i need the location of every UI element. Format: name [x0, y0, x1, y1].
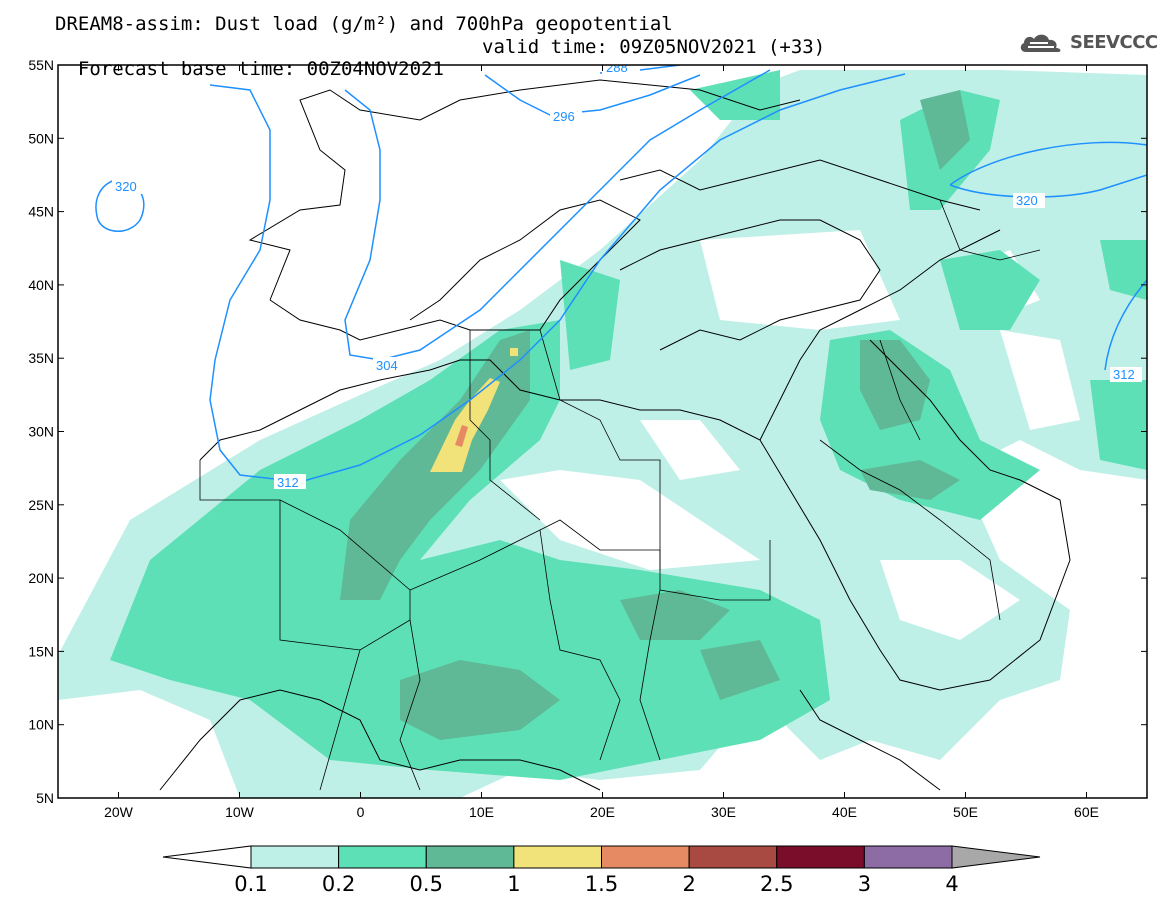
colorbar-segment: [162, 845, 252, 869]
chart-subtitle: Forecast base time: 00Z04NOV2021 valid t…: [55, 36, 825, 102]
lon-tick-label: 40E: [832, 804, 857, 820]
lat-tick-label: 20N: [28, 570, 54, 586]
colorbar-segment: [863, 845, 953, 869]
colorbar-label: 1: [507, 872, 521, 896]
colorbar-segment: [513, 845, 602, 869]
longitude-labels: 20W 10W 0 10E 20E 30E 40E 50E 60E: [104, 804, 1099, 820]
axis-ticks: [58, 64, 1147, 799]
colorbar-segment: [250, 845, 340, 869]
colorbar-label: 2.5: [760, 872, 794, 896]
country-borders: [199, 199, 1041, 791]
lat-tick-label: 40N: [28, 277, 54, 293]
colorbar-segment: [688, 845, 778, 869]
lon-tick-label: 10E: [469, 804, 494, 820]
colorbar-segment: [776, 845, 865, 869]
colorbar-label: 0.2: [321, 872, 356, 896]
seevccc-logo: SEEVCCC: [1018, 30, 1158, 56]
colorbar-segment: [601, 845, 690, 869]
colorbar-segment: [338, 845, 427, 869]
forecast-base-time: Forecast base time: 00Z04NOV2021: [77, 58, 444, 80]
contour-label: 312: [1113, 367, 1135, 382]
lat-tick-label: 5N: [36, 790, 54, 806]
lon-tick-label: 30E: [711, 804, 736, 820]
lat-tick-label: 50N: [28, 130, 54, 146]
lon-tick-label: 20E: [590, 804, 615, 820]
logo-text: SEEVCCC: [1070, 32, 1158, 53]
dust-shading-orange: [455, 425, 468, 447]
contour-label: 304: [376, 358, 398, 373]
contour-label: 312: [277, 475, 299, 490]
dust-shading-yellow: [430, 348, 518, 472]
colorbar-label: 1.5: [584, 872, 619, 896]
colorbar-label: 2: [682, 872, 696, 896]
lat-tick-label: 15N: [28, 643, 54, 659]
lat-tick-label: 55N: [28, 57, 54, 73]
lat-tick-label: 45N: [28, 204, 54, 220]
coastlines: [159, 79, 1071, 791]
cloud-logo-icon: [1020, 34, 1061, 52]
colorbar-label: 3: [857, 872, 872, 896]
lat-tick-label: 25N: [28, 497, 54, 513]
lat-tick-label: 35N: [28, 350, 54, 366]
lon-tick-label: 10W: [225, 804, 255, 820]
latitude-labels: 5N 10N 15N 20N 25N 30N 35N 40N 45N 50N 55N: [28, 57, 54, 806]
lat-tick-label: 30N: [28, 424, 54, 440]
colorbar-segment: [951, 845, 1041, 869]
contour-label: 320: [115, 179, 137, 194]
lat-tick-label: 10N: [28, 717, 54, 733]
valid-time: valid time: 09Z05NOV2021 (+33): [482, 36, 826, 58]
colorbar: [162, 845, 1041, 869]
colorbar-label: 4: [945, 872, 959, 896]
lon-tick-label: 60E: [1074, 804, 1099, 820]
contour-label: 320: [1016, 193, 1038, 208]
contour-label: 296: [553, 109, 575, 124]
lon-tick-label: 20W: [104, 804, 134, 820]
colorbar-label: 0.1: [234, 872, 268, 896]
lon-tick-label: 50E: [953, 804, 978, 820]
contour-labels: 288 296 304 312 320 320 312: [112, 60, 1142, 490]
lon-tick-label: 0: [357, 804, 365, 820]
colorbar-label: 0.5: [409, 872, 443, 896]
chart-title: DREAM8-assim: Dust load (g/m²) and 700hP…: [55, 13, 673, 35]
contour-label: 288: [606, 60, 628, 75]
colorbar-segment: [425, 845, 515, 869]
